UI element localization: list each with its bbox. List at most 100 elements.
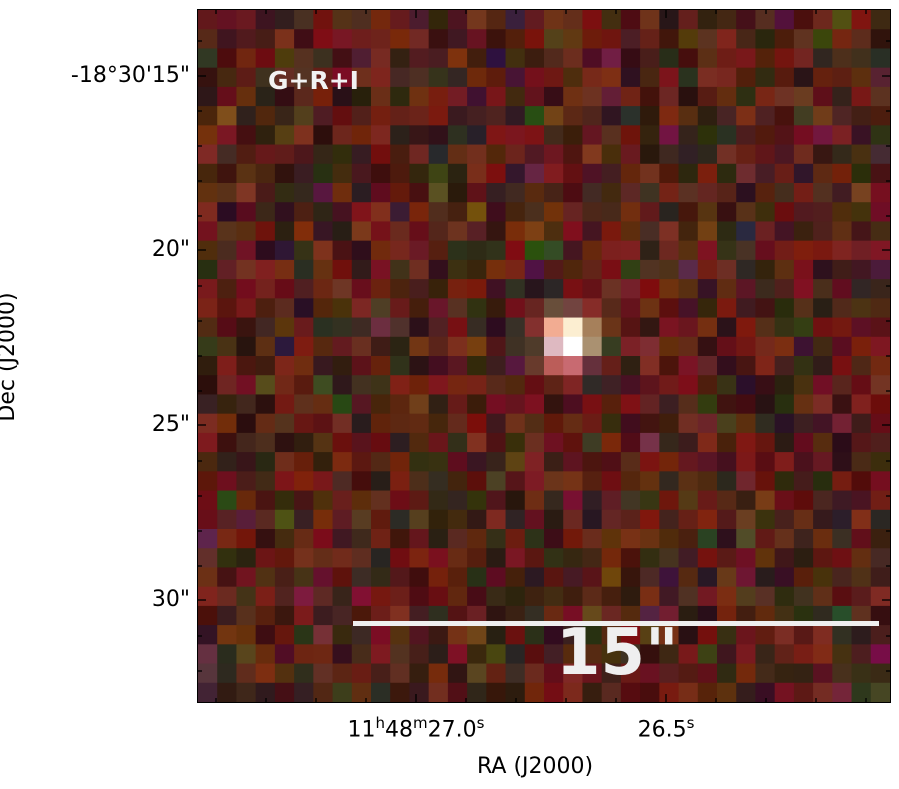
- image-pixel: [371, 586, 391, 607]
- image-pixel: [755, 10, 776, 30]
- image-pixel: [659, 548, 680, 569]
- image-pixel: [620, 509, 641, 530]
- image-pixel: [351, 240, 372, 261]
- image-pixel: [793, 625, 814, 645]
- image-pixel: [697, 605, 718, 626]
- image-pixel: [755, 375, 776, 396]
- image-pixel: [774, 144, 795, 165]
- y-tick-label: 20": [151, 237, 190, 262]
- image-pixel: [659, 298, 680, 319]
- image-pixel: [236, 471, 257, 492]
- image-pixel: [851, 356, 872, 376]
- image-pixel: [274, 279, 295, 299]
- image-pixel: [851, 163, 872, 184]
- image-pixel: [409, 509, 430, 530]
- image-pixel: [870, 240, 890, 261]
- image-pixel: [678, 298, 699, 319]
- image-pixel: [755, 452, 776, 472]
- image-pixel: [774, 48, 795, 69]
- image-pixel: [294, 86, 314, 107]
- image-pixel: [870, 509, 890, 530]
- image-pixel: [332, 490, 353, 511]
- image-pixel: [524, 471, 545, 492]
- image-pixel: [313, 509, 334, 530]
- image-pixel: [351, 567, 372, 588]
- image-pixel: [544, 509, 564, 530]
- image-pixel: [774, 183, 795, 203]
- image-pixel: [332, 259, 353, 280]
- image-pixel: [678, 221, 699, 242]
- image-pixel: [486, 202, 507, 223]
- image-pixel: [755, 682, 776, 702]
- image-pixel: [351, 605, 372, 626]
- image-pixel: [544, 279, 564, 299]
- image-pixel: [467, 663, 487, 684]
- image-pixel: [390, 432, 411, 453]
- image-pixel: [640, 29, 660, 50]
- image-pixel: [198, 548, 218, 569]
- image-pixel: [351, 298, 372, 319]
- image-pixel: [601, 529, 622, 549]
- image-pixel: [467, 67, 487, 88]
- image-pixel: [390, 356, 411, 376]
- image-pixel: [736, 490, 757, 511]
- image-pixel: [371, 567, 391, 588]
- image-pixel: [640, 625, 660, 645]
- image-pixel: [736, 221, 757, 242]
- image-pixel: [390, 548, 411, 569]
- image-pixel: [409, 259, 430, 280]
- image-pixel: [582, 183, 603, 203]
- image-pixel: [313, 86, 334, 107]
- x-tick-label: 11h48m27.0s: [347, 714, 485, 743]
- image-pixel: [409, 682, 430, 702]
- image-pixel: [198, 567, 218, 588]
- image-pixel: [524, 548, 545, 569]
- image-pixel: [678, 336, 699, 357]
- image-pixel: [486, 490, 507, 511]
- image-pixel: [486, 529, 507, 549]
- image-pixel: [428, 605, 449, 626]
- image-pixel: [313, 317, 334, 338]
- image-pixel: [274, 509, 295, 530]
- image-pixel: [428, 356, 449, 376]
- image-pixel: [217, 413, 238, 434]
- image-pixel: [755, 221, 776, 242]
- image-pixel: [524, 605, 545, 626]
- image-pixel: [351, 625, 372, 645]
- image-pixel: [524, 106, 545, 126]
- image-pixel: [832, 163, 853, 184]
- image-pixel: [467, 529, 487, 549]
- image-pixel: [255, 567, 276, 588]
- image-pixel: [505, 356, 526, 376]
- image-pixel: [563, 548, 584, 569]
- image-pixel: [371, 375, 391, 396]
- image-pixel: [870, 298, 890, 319]
- image-pixel: [371, 663, 391, 684]
- image-pixel: [813, 298, 833, 319]
- image-pixel: [217, 183, 238, 203]
- image-pixel: [198, 29, 218, 50]
- image-pixel: [409, 452, 430, 472]
- image-pixel: [198, 67, 218, 88]
- image-pixel: [409, 125, 430, 146]
- image-pixel: [198, 125, 218, 146]
- image-pixel: [563, 163, 584, 184]
- image-pixel: [544, 644, 564, 665]
- image-pixel: [755, 663, 776, 684]
- image-pixel: [524, 86, 545, 107]
- image-pixel: [582, 452, 603, 472]
- image-pixel: [697, 202, 718, 223]
- image-pixel: [505, 413, 526, 434]
- image-pixel: [755, 394, 776, 415]
- image-pixel: [198, 106, 218, 126]
- image-pixel: [332, 48, 353, 69]
- image-pixel: [428, 259, 449, 280]
- image-pixel: [236, 125, 257, 146]
- image-pixel: [198, 509, 218, 530]
- image-pixel: [236, 29, 257, 50]
- image-pixel: [832, 548, 853, 569]
- image-pixel: [332, 10, 353, 30]
- image-pixel: [601, 471, 622, 492]
- image-pixel: [851, 259, 872, 280]
- image-pixel: [255, 432, 276, 453]
